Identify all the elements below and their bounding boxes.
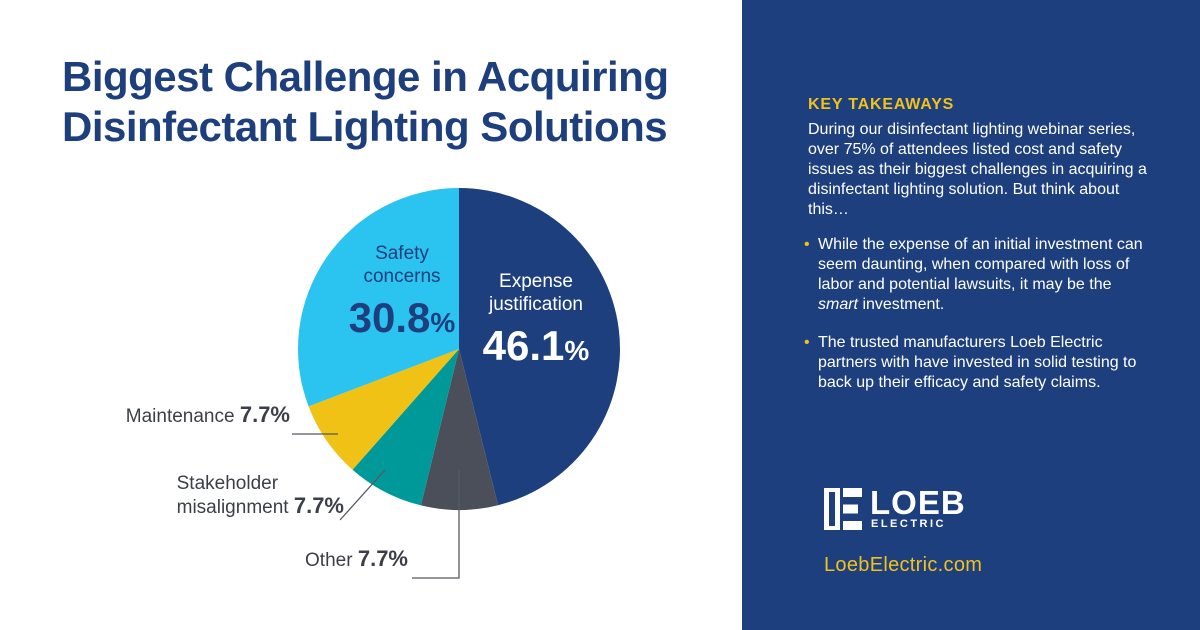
slice-label-expense-justification: Expense justification 46.1% — [446, 270, 626, 375]
pie-slice-expense-justification — [459, 188, 621, 506]
chart-title: Biggest Challenge in Acquiring Disinfect… — [62, 52, 722, 152]
logo-subtitle: ELECTRIC — [871, 518, 946, 530]
loeb-logo-icon — [824, 488, 862, 530]
pie-slice-maintenance — [308, 349, 459, 470]
stakeholder-label-line-1: Stakeholder — [176, 473, 279, 494]
stakeholder-label-text: misalignment — [176, 497, 289, 518]
other-leader-line — [412, 470, 460, 579]
takeaway-item: • While the expense of an initial invest… — [804, 235, 1152, 315]
stakeholder-label-line-2: misalignment 7.7% — [177, 495, 344, 519]
pie-chart — [292, 187, 621, 579]
expense-label-line-2: justification — [489, 294, 583, 315]
stakeholder-leader-line — [339, 469, 386, 521]
takeaway-2-text: The trusted manufacturers Loeb Electric … — [818, 334, 1137, 391]
maintenance-value: 7.7% — [239, 402, 290, 427]
safety-label-line-2: concerns — [363, 266, 441, 287]
pie-slice-safety-concerns — [297, 187, 459, 407]
maintenance-label: Maintenance — [125, 406, 235, 427]
chart-title-line-2: Disinfectant Lighting Solutions — [62, 103, 668, 150]
chart-panel: Biggest Challenge in Acquiring Disinfect… — [62, 52, 722, 579]
bullet-icon: • — [804, 236, 810, 253]
other-label: Other — [305, 550, 353, 571]
takeaway-item: • The trusted manufacturers Loeb Electri… — [804, 333, 1152, 393]
slice-label-maintenance: Maintenance 7.7% — [126, 404, 290, 428]
slice-label-stakeholder-misalignment: Stakeholder misalignment 7.7% — [177, 473, 344, 519]
chart-title-line-1: Biggest Challenge in Acquiring — [62, 53, 669, 100]
safety-value: 30.8% — [312, 294, 492, 347]
safety-label-line-1: Safety — [375, 243, 429, 264]
pie-slice-other — [420, 349, 499, 510]
expense-label-line-1: Expense — [499, 271, 573, 292]
expense-value: 46.1% — [446, 322, 626, 375]
logo-wordmark: LOEB — [870, 484, 966, 521]
key-takeaways-intro: During our disinfectant lighting webinar… — [808, 121, 1147, 218]
website-link[interactable]: LoebElectric.com — [824, 554, 983, 576]
takeaway-1-text-b: investment. — [858, 296, 945, 313]
other-value: 7.7% — [357, 546, 408, 571]
pie-slice-stakeholder-misalignment — [352, 349, 459, 506]
key-takeaways-panel: KEY TAKEAWAYS During our disinfectant li… — [742, 0, 1200, 630]
takeaway-list: • While the expense of an initial invest… — [804, 235, 1152, 411]
slice-label-other: Other 7.7% — [305, 548, 408, 572]
takeaway-1-emphasis: smart — [818, 296, 858, 313]
safety-value-number: 30.8 — [348, 294, 431, 341]
bullet-icon: • — [804, 334, 810, 351]
takeaway-1-text-a: While the expense of an initial investme… — [818, 236, 1143, 293]
loeb-electric-logo: LOEB ELECTRIC — [824, 484, 984, 534]
key-takeaways-heading: KEY TAKEAWAYS — [808, 96, 955, 113]
expense-value-percent: % — [564, 335, 590, 366]
expense-value-number: 46.1 — [482, 322, 565, 369]
slice-label-safety-concerns: Safety concerns 30.8% — [312, 242, 492, 347]
stakeholder-value: 7.7% — [293, 493, 344, 518]
safety-value-percent: % — [430, 307, 456, 338]
